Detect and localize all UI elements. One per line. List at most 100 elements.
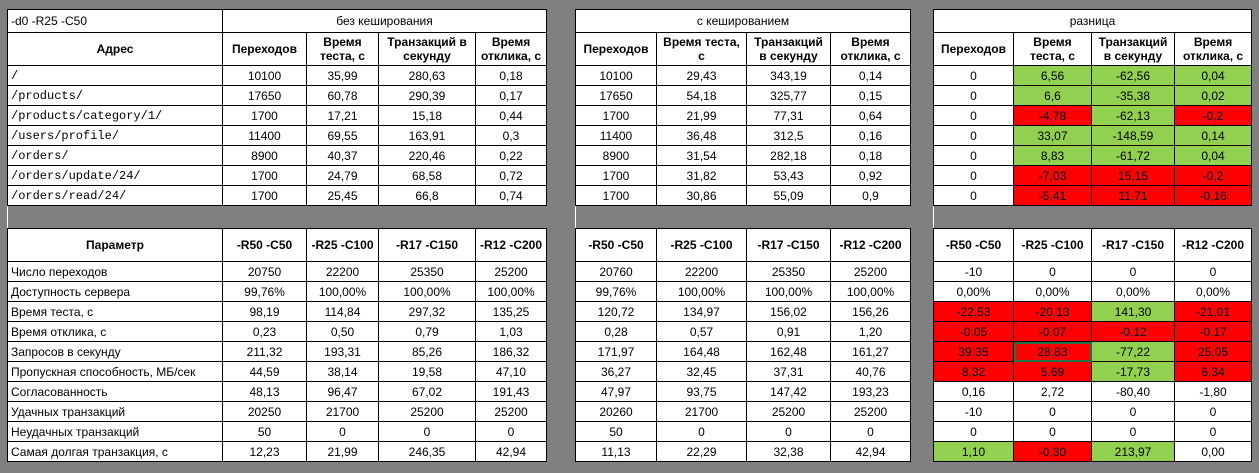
- diff-cell[interactable]: 39,35: [933, 341, 1014, 362]
- data-cell[interactable]: 21700: [656, 401, 747, 422]
- diff-cell[interactable]: -10: [933, 401, 1014, 422]
- data-cell[interactable]: 25200: [746, 401, 831, 422]
- column-header[interactable]: Транзакций в секунду: [746, 32, 831, 66]
- data-cell[interactable]: 25,45: [306, 185, 379, 206]
- data-cell[interactable]: 17650: [222, 85, 307, 106]
- column-header[interactable]: -R12 -C200: [474, 228, 548, 262]
- data-cell[interactable]: 0: [306, 421, 379, 442]
- data-cell[interactable]: 1700: [222, 105, 307, 126]
- data-cell[interactable]: 0: [656, 421, 747, 442]
- column-header[interactable]: -R17 -C150: [1091, 228, 1175, 262]
- data-cell[interactable]: 29,43: [656, 65, 747, 86]
- column-header[interactable]: Время отклика, с: [474, 32, 548, 66]
- data-cell[interactable]: 10100: [222, 65, 307, 86]
- diff-cell[interactable]: -5,41: [1013, 185, 1092, 206]
- diff-cell[interactable]: 0: [933, 421, 1014, 442]
- data-cell[interactable]: 25200: [378, 401, 476, 422]
- diff-cell[interactable]: 6,34: [1173, 361, 1253, 382]
- data-cell[interactable]: 0: [378, 421, 476, 442]
- diff-cell[interactable]: 0: [1173, 401, 1253, 422]
- diff-cell[interactable]: -0,12: [1091, 321, 1175, 342]
- data-cell[interactable]: 0,23: [222, 321, 307, 342]
- diff-cell[interactable]: 25,05: [1173, 341, 1253, 362]
- data-cell[interactable]: 11400: [222, 125, 307, 146]
- data-cell[interactable]: 20260: [575, 401, 657, 422]
- column-header[interactable]: Транзакций в секунду: [1091, 32, 1175, 66]
- param-name-cell[interactable]: Число переходов: [7, 261, 223, 282]
- data-cell[interactable]: 25200: [830, 401, 911, 422]
- param-name-cell[interactable]: Удачных транзакций: [7, 401, 223, 422]
- diff-cell[interactable]: 0: [1013, 261, 1092, 282]
- data-cell[interactable]: 134,97: [656, 301, 747, 322]
- data-cell[interactable]: 20250: [222, 401, 307, 422]
- data-cell[interactable]: 246,35: [378, 441, 476, 462]
- diff-cell[interactable]: -10: [933, 261, 1014, 282]
- data-cell[interactable]: 50: [575, 421, 657, 442]
- address-cell[interactable]: /: [7, 65, 223, 86]
- diff-cell[interactable]: 0: [1091, 401, 1175, 422]
- diff-cell[interactable]: -0,05: [933, 321, 1014, 342]
- diff-cell[interactable]: 0: [1173, 261, 1253, 282]
- column-header[interactable]: Время теста, с: [306, 32, 379, 66]
- data-cell[interactable]: 1700: [222, 165, 307, 186]
- diff-cell[interactable]: -7,03: [1013, 165, 1092, 186]
- data-cell[interactable]: 36,48: [656, 125, 747, 146]
- diff-cell[interactable]: 0,16: [933, 381, 1014, 402]
- data-cell[interactable]: 21,99: [306, 441, 379, 462]
- diff-cell[interactable]: -61,72: [1091, 145, 1175, 166]
- column-header[interactable]: -R12 -C200: [1173, 228, 1253, 262]
- diff-cell[interactable]: 2,72: [1013, 381, 1092, 402]
- data-cell[interactable]: 47,97: [575, 381, 657, 402]
- diff-cell[interactable]: 8,32: [933, 361, 1014, 382]
- data-cell[interactable]: 96,47: [306, 381, 379, 402]
- data-cell[interactable]: 0,9: [830, 185, 911, 206]
- data-cell[interactable]: 1,20: [830, 321, 911, 342]
- diff-cell[interactable]: 0: [1173, 421, 1253, 442]
- data-cell[interactable]: 120,72: [575, 301, 657, 322]
- diff-cell[interactable]: 0: [1013, 421, 1092, 442]
- data-cell[interactable]: 85,26: [378, 341, 476, 362]
- diff-cell[interactable]: -148,59: [1091, 125, 1175, 146]
- data-cell[interactable]: 8900: [575, 145, 657, 166]
- data-cell[interactable]: 164,48: [656, 341, 747, 362]
- column-header[interactable]: -R50 -C50: [933, 228, 1014, 262]
- param-name-cell[interactable]: Пропускная способность, МБ/сек: [7, 361, 223, 382]
- address-cell[interactable]: /orders/update/24/: [7, 165, 223, 186]
- data-cell[interactable]: 11400: [575, 125, 657, 146]
- data-cell[interactable]: 31,82: [656, 165, 747, 186]
- data-cell[interactable]: 0,64: [830, 105, 911, 126]
- data-cell[interactable]: 0,17: [474, 85, 548, 106]
- data-cell[interactable]: 35,99: [306, 65, 379, 86]
- data-cell[interactable]: 32,45: [656, 361, 747, 382]
- data-cell[interactable]: 25200: [830, 261, 911, 282]
- data-cell[interactable]: 1700: [575, 105, 657, 126]
- param-name-cell[interactable]: Запросов в секунду: [7, 341, 223, 362]
- data-cell[interactable]: 161,27: [830, 341, 911, 362]
- data-cell[interactable]: 163,91: [378, 125, 476, 146]
- diff-cell[interactable]: 1,10: [933, 441, 1014, 462]
- data-cell[interactable]: 17650: [575, 85, 657, 106]
- diff-cell[interactable]: 0: [933, 165, 1014, 186]
- data-cell[interactable]: 100,00%: [830, 281, 911, 302]
- data-cell[interactable]: 36,27: [575, 361, 657, 382]
- data-cell[interactable]: 282,18: [746, 145, 831, 166]
- data-cell[interactable]: 53,43: [746, 165, 831, 186]
- data-cell[interactable]: 100,00%: [746, 281, 831, 302]
- diff-cell[interactable]: -35,38: [1091, 85, 1175, 106]
- diff-cell[interactable]: 0: [1091, 421, 1175, 442]
- address-cell[interactable]: /products/category/1/: [7, 105, 223, 126]
- diff-cell[interactable]: 28,83: [1013, 341, 1092, 362]
- column-header[interactable]: Время теста, с: [1013, 32, 1092, 66]
- data-cell[interactable]: 21700: [306, 401, 379, 422]
- data-cell[interactable]: 0,92: [830, 165, 911, 186]
- column-header[interactable]: Переходов: [575, 32, 657, 66]
- data-cell[interactable]: 22200: [656, 261, 747, 282]
- data-cell[interactable]: 0,74: [474, 185, 548, 206]
- diff-cell[interactable]: 11,71: [1091, 185, 1175, 206]
- column-header[interactable]: -R50 -C50: [575, 228, 657, 262]
- data-cell[interactable]: 193,23: [830, 381, 911, 402]
- data-cell[interactable]: 66,8: [378, 185, 476, 206]
- diff-cell[interactable]: 6,56: [1013, 65, 1092, 86]
- column-header[interactable]: Время отклика, с: [1173, 32, 1253, 66]
- data-cell[interactable]: 32,38: [746, 441, 831, 462]
